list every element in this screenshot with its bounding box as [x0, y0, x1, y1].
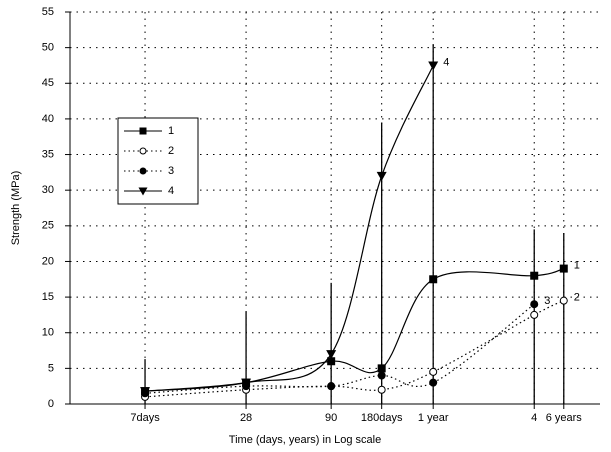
y-tick-label: 55: [42, 6, 54, 18]
series-end-label: 4: [443, 56, 449, 68]
marker: [559, 264, 568, 273]
marker: [138, 187, 148, 196]
y-tick-label: 5: [48, 362, 54, 374]
marker: [139, 147, 147, 155]
legend-box: [117, 117, 199, 205]
y-tick-label: 45: [42, 77, 54, 89]
y-tick-label: 35: [42, 148, 54, 160]
series-line: [144, 303, 535, 394]
series-end-label: 2: [574, 292, 580, 304]
x-tick-label: 7days: [130, 412, 160, 424]
marker: [327, 357, 336, 366]
marker: [377, 385, 386, 394]
y-tick-label: 20: [42, 255, 54, 267]
marker: [429, 275, 438, 284]
marker: [140, 387, 151, 397]
legend-label: 1: [168, 125, 174, 137]
series-line: [144, 65, 434, 392]
y-tick-label: 0: [48, 398, 54, 410]
marker: [139, 127, 147, 135]
y-tick-label: 50: [42, 42, 54, 54]
x-tick-label: 90: [325, 412, 337, 424]
marker: [326, 350, 337, 360]
legend: 1 2 3 4: [117, 117, 199, 205]
series-end-label: 3: [544, 295, 550, 307]
y-tick-label: 15: [42, 291, 54, 303]
marker: [530, 300, 539, 309]
y-tick-label: 10: [42, 327, 54, 339]
series-end-label: 1: [574, 259, 580, 271]
marker: [376, 171, 387, 181]
x-axis-label: Time (days, years) in Log scale: [229, 434, 381, 446]
marker: [530, 310, 539, 319]
marker: [377, 364, 386, 373]
x-tick-label: 180days: [361, 412, 403, 424]
marker: [241, 378, 252, 388]
y-tick-label: 30: [42, 184, 54, 196]
marker: [429, 378, 438, 387]
marker: [530, 271, 539, 280]
y-tick-label: 40: [42, 113, 54, 125]
series-line: [144, 300, 565, 398]
x-tick-label: 1 year: [418, 412, 449, 424]
legend-label: 4: [168, 185, 174, 197]
marker: [327, 382, 336, 391]
x-tick-label: 4: [531, 412, 537, 424]
marker: [428, 61, 439, 71]
legend-label: 2: [168, 145, 174, 157]
x-tick-label: 28: [240, 412, 252, 424]
marker: [377, 371, 386, 380]
y-tick-label: 25: [42, 220, 54, 232]
marker: [559, 296, 568, 305]
marker: [139, 167, 147, 175]
x-tick-label: 6 years: [546, 412, 583, 424]
legend-label: 3: [168, 165, 174, 177]
y-axis-label: Strength (MPa): [10, 171, 22, 246]
marker: [429, 367, 438, 376]
